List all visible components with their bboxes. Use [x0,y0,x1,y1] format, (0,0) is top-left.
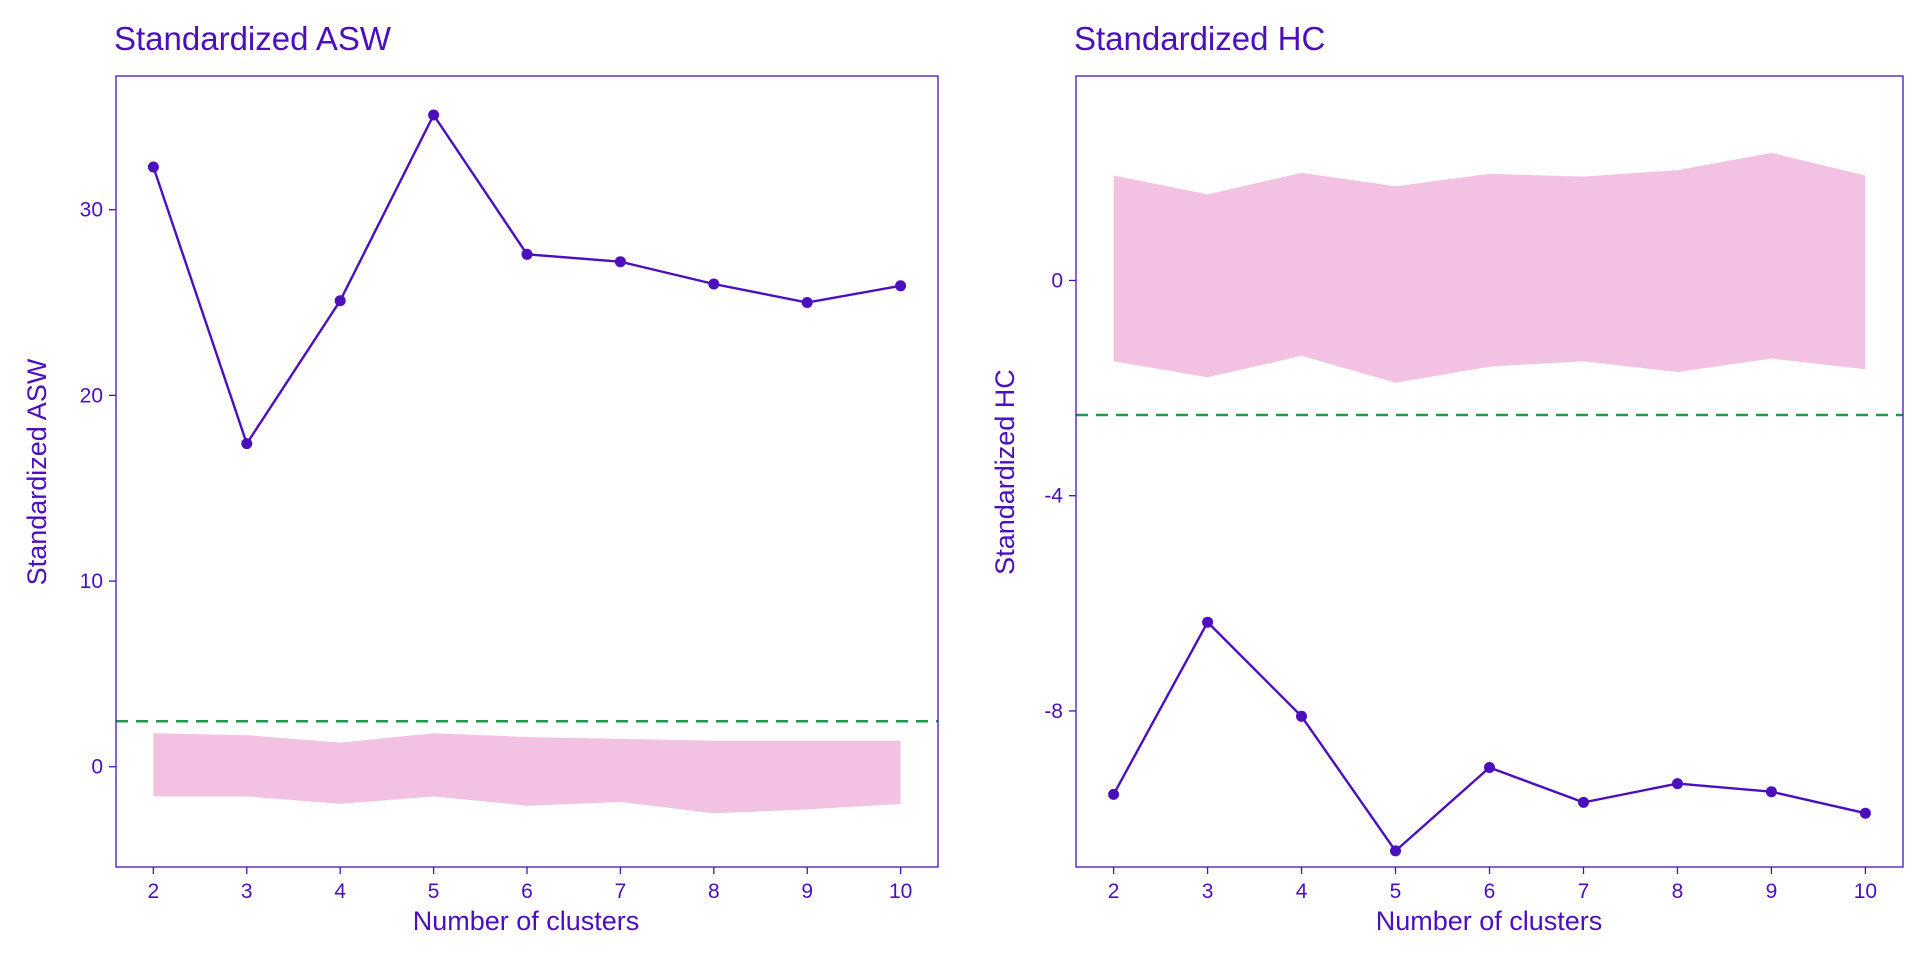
x-tick-label: 4 [334,880,346,903]
panel-standardized-asw: Standardized ASW Standardized ASW Number… [22,20,939,936]
data-point [708,278,720,290]
x-tick-label: 7 [615,880,627,903]
x-tick-label: 6 [521,880,533,903]
x-tick-label: 7 [1578,880,1590,903]
data-point [1202,616,1214,628]
x-axis-title: Number of clusters [1376,906,1603,936]
x-tick-label: 5 [428,880,440,903]
x-tick-label: 8 [708,880,720,903]
series-points-layer [147,109,907,450]
y-tick-label: 20 [80,384,103,407]
x-tick-label: 6 [1484,880,1496,903]
y-tick-label: 10 [80,570,103,593]
x-tick-label: 3 [1202,880,1214,903]
confidence-band-layer [1113,152,1866,383]
data-point [241,438,253,450]
series-line-layer [152,112,901,447]
y-tick-label: 0 [1051,269,1063,292]
panel-title: Standardized ASW [114,20,392,57]
confidence-band [1113,152,1866,383]
y-ticks: -8 -4 0 [1044,269,1076,723]
x-axis-title: Number of clusters [413,906,640,936]
data-point [1484,762,1495,773]
data-point [428,109,440,121]
confidence-band-layer [153,733,901,814]
data-point [334,295,346,307]
x-ticks: 2 3 4 5 6 7 8 9 10 [148,867,912,903]
panel-standardized-hc: Standardized HC Standardized HC Number o… [990,20,1904,936]
series-line [152,112,901,447]
data-point [1108,788,1120,800]
x-tick-label: 4 [1296,880,1308,903]
series-points-layer [1108,616,1871,857]
x-tick-label: 3 [241,880,253,903]
x-tick-label: 2 [148,880,160,903]
x-tick-label: 10 [889,880,912,903]
series-line [1112,620,1866,853]
x-tick-label: 8 [1672,880,1684,903]
data-point [1390,845,1401,857]
x-tick-label: 10 [1854,880,1877,903]
series-line-layer [1112,620,1866,853]
data-point [147,161,159,173]
data-point [1672,778,1683,790]
data-point [1859,807,1871,819]
y-tick-label: 0 [91,756,103,779]
y-tick-label: 30 [80,199,103,222]
data-point [1296,710,1307,722]
data-point [614,256,626,268]
panel-title: Standardized HC [1074,20,1325,57]
y-tick-label: -4 [1044,485,1063,508]
data-point [521,248,533,260]
data-point [1765,786,1777,798]
y-ticks: 0 10 20 30 [80,199,116,779]
data-point [801,297,813,308]
x-tick-label: 9 [801,880,813,903]
y-axis-title: Standardized ASW [22,358,52,585]
x-tick-label: 5 [1390,880,1402,903]
x-tick-label: 2 [1108,880,1120,903]
data-point [1578,796,1589,808]
data-point [895,280,907,292]
y-tick-label: -8 [1044,700,1063,723]
x-tick-label: 9 [1766,880,1778,903]
y-axis-title: Standardized HC [990,369,1020,575]
confidence-band [153,733,901,814]
x-ticks: 2 3 4 5 6 7 8 9 10 [1108,867,1877,903]
